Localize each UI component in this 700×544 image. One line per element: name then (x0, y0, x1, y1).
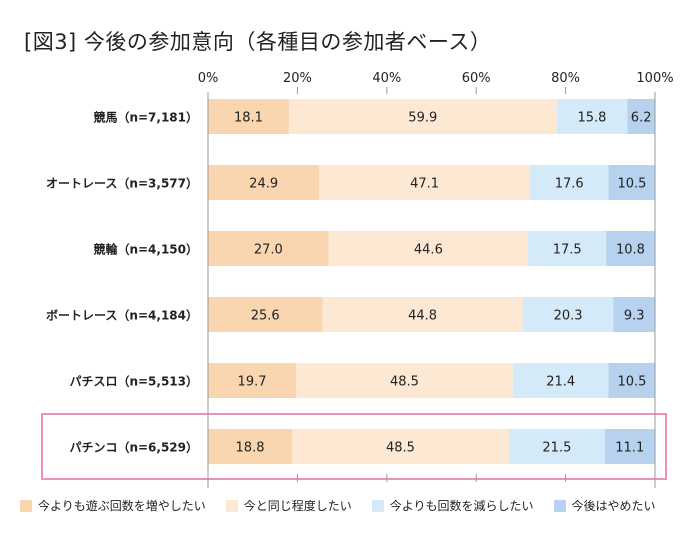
bar-segment (208, 231, 329, 266)
data-label: 10.8 (616, 243, 645, 258)
data-label: 48.5 (386, 441, 415, 456)
bar-segment (508, 429, 605, 464)
category-label: 競馬（n=7,181） (93, 110, 198, 125)
category-label: 競輪（n=4,150） (93, 242, 198, 257)
highlight-box (41, 413, 667, 480)
category-label: ボートレース（n=4,184） (46, 308, 198, 323)
data-label: 10.5 (618, 177, 647, 192)
legend-item: 今よりも遊ぶ回数を増やしたい (20, 497, 206, 514)
x-tick-label: 40% (372, 71, 401, 86)
legend-item: 今と同じ程度したい (225, 497, 352, 514)
bar-segment (208, 165, 320, 200)
bar-segment (319, 165, 530, 200)
data-label: 24.9 (249, 177, 278, 192)
legend-swatch (371, 499, 384, 512)
legend-label: 今よりも遊ぶ回数を増やしたい (38, 499, 206, 513)
data-label: 11.1 (615, 441, 644, 456)
data-label: 18.8 (236, 441, 265, 456)
data-label: 48.5 (390, 375, 419, 390)
data-label: 25.6 (251, 309, 280, 324)
bar-segment (208, 429, 293, 464)
x-tick-label: 80% (551, 71, 580, 86)
bar-segment (296, 363, 513, 398)
stacked-bar-chart: 0% 20% 40% 60% 80% 100% 18.1 59.9 15.8 6.2 競馬（n=7,… (41, 71, 674, 488)
bar-segment (328, 231, 529, 266)
data-label: 44.8 (408, 309, 437, 324)
category-label: パチスロ（n=5,513） (69, 374, 198, 389)
data-label: 10.5 (618, 375, 647, 390)
legend-label: 今と同じ程度したい (243, 499, 352, 513)
bar-segment (208, 363, 297, 398)
bar-segment (608, 363, 656, 398)
legend: 今よりも遊ぶ回数を増やしたい 今と同じ程度したい 今よりも回数を減らしたい 今後はやめ… (20, 497, 676, 514)
data-label: 27.0 (254, 243, 283, 258)
x-tick-label: 100% (636, 71, 673, 86)
data-label: 18.1 (234, 111, 263, 126)
bar-segment (627, 99, 655, 134)
data-label: 15.8 (577, 111, 606, 126)
bar-segment (606, 231, 655, 266)
data-label: 17.6 (555, 177, 584, 192)
data-label: 17.5 (553, 243, 582, 258)
category-label: オートレース（n=3,577） (46, 176, 198, 191)
bar-segment (528, 231, 607, 266)
data-label: 6.2 (631, 111, 652, 126)
data-label: 21.4 (546, 375, 575, 390)
data-label: 21.5 (542, 441, 571, 456)
bar-segment (512, 363, 609, 398)
legend-swatch (20, 499, 32, 512)
data-label: 47.1 (410, 177, 439, 192)
bar-segment (322, 297, 523, 332)
data-label: 44.6 (414, 243, 443, 258)
bar-segment (522, 297, 614, 332)
x-tick-label: 20% (283, 71, 312, 86)
legend-item: 今よりも回数を減らしたい (371, 497, 534, 514)
bar-segment (608, 165, 656, 200)
bar-segment (208, 297, 323, 332)
bar-segment (208, 99, 289, 134)
chart-title: [図3] 今後の参加意向（各種目の参加者ベース） (24, 30, 492, 54)
bar-segment (288, 99, 557, 134)
data-label: 19.7 (238, 375, 267, 390)
x-tick-label: 60% (462, 71, 491, 86)
bar-segment (556, 99, 628, 134)
bar-segment (604, 429, 655, 464)
bar-segment (613, 297, 655, 332)
data-label: 20.3 (554, 309, 583, 324)
category-label: パチンコ（n=6,529） (69, 440, 198, 455)
data-label: 59.9 (408, 111, 437, 126)
legend-swatch (553, 499, 566, 512)
legend-label: 今よりも回数を減らしたい (389, 499, 534, 513)
legend-label: 今後はやめたい (571, 499, 656, 513)
legend-swatch (225, 499, 238, 512)
bar-segment (529, 165, 609, 200)
legend-item: 今後はやめたい (553, 497, 656, 514)
bar-segment (292, 429, 509, 464)
data-label: 9.3 (624, 309, 645, 324)
x-tick-label: 0% (198, 71, 219, 86)
